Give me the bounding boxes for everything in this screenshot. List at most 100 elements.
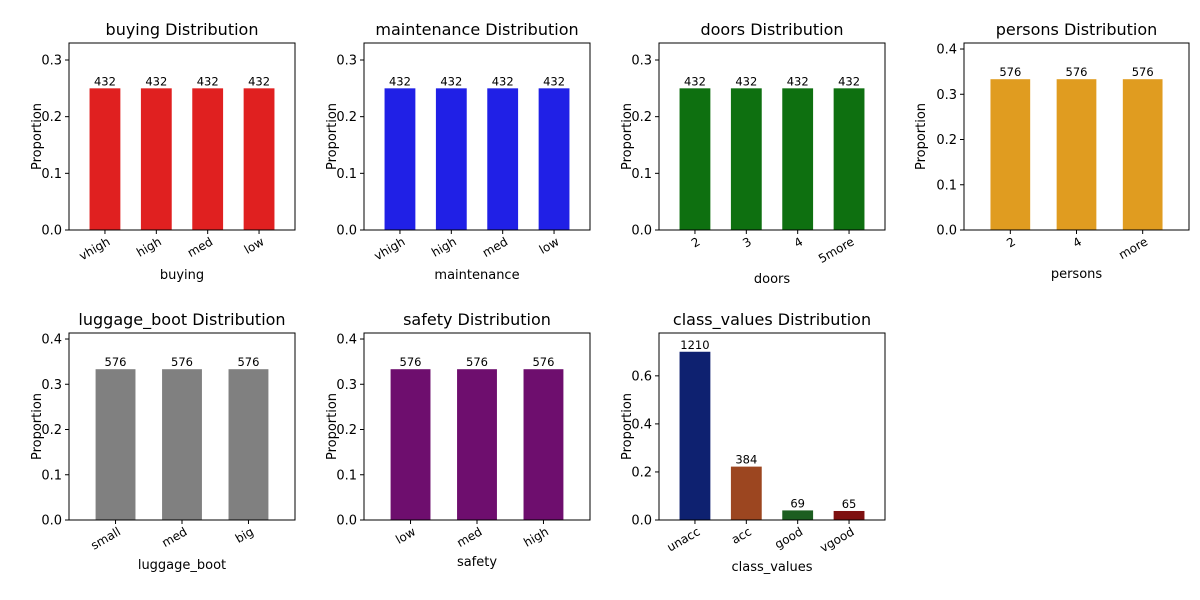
- bar-label-doors-2: 432: [684, 74, 706, 88]
- ytick-label-maintenance: 0.0: [336, 224, 357, 239]
- axes-frame-buying: [68, 42, 296, 231]
- bar-persons-4: [1056, 79, 1097, 230]
- bar-doors-4: [782, 88, 814, 230]
- xtick-label-persons-2: 2: [1004, 234, 1018, 250]
- ytick-label-doors: 0.0: [631, 224, 652, 239]
- bar-safety-med: [457, 369, 497, 520]
- xtick-label-buying-low: low: [242, 234, 267, 256]
- bar-label-class-values-unacc: 1210: [680, 338, 709, 352]
- bar-maintenance-med: [487, 88, 519, 230]
- bar-label-safety-low: 576: [400, 355, 422, 369]
- ytick-label-safety: 0.2: [336, 423, 357, 438]
- x-axis-label-safety: safety: [457, 555, 497, 570]
- bar-maintenance-high: [435, 88, 467, 230]
- xtick-label-luggage-boot-small: small: [88, 524, 123, 552]
- subplot-safety: 0.0 0.1 0.2 0.3 0.4 low med high 576 576 576 safety…: [325, 310, 591, 570]
- ytick-label-doors: 0.3: [631, 54, 652, 69]
- bar-label-doors-4: 432: [787, 74, 809, 88]
- subplot-class-values: 0.0 0.2 0.4 0.6 unacc acc good vgood 1210 384 69 65…: [620, 310, 886, 575]
- subplot-maintenance: 0.0 0.1 0.2 0.3 vhigh high med low 432 432 432 432 m…: [325, 20, 591, 283]
- bar-label-buying-high: 432: [145, 74, 167, 88]
- bar-label-class-values-vgood: 65: [842, 497, 857, 511]
- xtick-label-class-values-vgood: vgood: [817, 524, 856, 555]
- ytick-label-buying: 0.2: [41, 110, 62, 125]
- ytick-label-persons: 0.3: [936, 88, 957, 103]
- bar-doors-2: [679, 88, 711, 230]
- y-axis-label-maintenance: Proportion: [325, 103, 340, 170]
- x-axis-label-persons: persons: [1051, 267, 1103, 282]
- ytick-label-maintenance: 0.1: [336, 167, 357, 182]
- bar-buying-high: [140, 88, 172, 230]
- xtick-label-safety-low: low: [393, 524, 418, 546]
- xtick-label-doors-5more: 5more: [816, 234, 857, 265]
- bar-label-maintenance-high: 432: [440, 74, 462, 88]
- ytick-label-luggage-boot: 0.4: [41, 333, 62, 348]
- bar-luggage-boot-big: [228, 369, 269, 520]
- xtick-label-luggage-boot-med: med: [159, 524, 189, 549]
- ytick-label-class-values: 0.0: [631, 514, 652, 529]
- xtick-label-maintenance-high: high: [429, 234, 459, 259]
- xtick-label-persons-4: 4: [1070, 234, 1084, 250]
- subplot-buying: 0.0 0.1 0.2 0.3 vhigh high med low 432 432 432 432 b…: [30, 20, 296, 283]
- bar-doors-3: [730, 88, 762, 230]
- subplot-persons: 0.0 0.1 0.2 0.3 0.4 2 4 more 576 576 576 persons Di…: [914, 20, 1190, 282]
- ytick-label-doors: 0.2: [631, 110, 652, 125]
- ytick-label-buying: 0.3: [41, 54, 62, 69]
- ytick-label-luggage-boot: 0.2: [41, 423, 62, 438]
- subplot-doors: 0.0 0.1 0.2 0.3 2 3 4 5more 432 432 432 432 doors Di…: [620, 20, 886, 287]
- xtick-label-doors-4: 4: [792, 234, 806, 250]
- ytick-label-maintenance: 0.2: [336, 110, 357, 125]
- bar-class-values-vgood: [833, 510, 865, 520]
- ytick-label-safety: 0.4: [336, 333, 357, 348]
- bar-label-safety-high: 576: [532, 355, 554, 369]
- y-axis-label-persons: Proportion: [914, 103, 929, 170]
- ytick-label-persons: 0.2: [936, 133, 957, 148]
- chart-title-safety: safety Distribution: [403, 310, 551, 329]
- bar-persons-2: [990, 79, 1031, 230]
- bar-class-values-good: [782, 510, 814, 520]
- y-axis-label-doors: Proportion: [620, 103, 635, 170]
- x-axis-label-buying: buying: [160, 268, 204, 283]
- bar-label-maintenance-low: 432: [543, 74, 565, 88]
- ytick-label-safety: 0.3: [336, 378, 357, 393]
- bar-label-class-values-acc: 384: [735, 453, 757, 467]
- ytick-label-class-values: 0.2: [631, 465, 652, 480]
- bar-label-persons-4: 576: [1066, 65, 1088, 79]
- ytick-label-buying: 0.1: [41, 167, 62, 182]
- ytick-label-persons: 0.1: [936, 178, 957, 193]
- xtick-label-doors-3: 3: [740, 234, 754, 250]
- bar-label-doors-5more: 432: [838, 74, 860, 88]
- bar-label-luggage-boot-big: 576: [237, 355, 259, 369]
- axes-frame-doors: [658, 42, 886, 231]
- xtick-label-class-values-acc: acc: [729, 524, 754, 546]
- chart-title-buying: buying Distribution: [106, 20, 259, 39]
- bar-buying-low: [243, 88, 275, 230]
- bar-label-persons-2: 576: [999, 65, 1021, 79]
- xtick-label-safety-high: high: [521, 524, 551, 549]
- bar-label-buying-vhigh: 432: [94, 74, 116, 88]
- bar-buying-vhigh: [89, 88, 121, 230]
- bar-label-doors-3: 432: [735, 74, 757, 88]
- bar-maintenance-low: [538, 88, 570, 230]
- xtick-label-maintenance-low: low: [537, 234, 562, 256]
- chart-title-luggage-boot: luggage_boot Distribution: [78, 310, 285, 330]
- ytick-label-safety: 0.0: [336, 514, 357, 529]
- ytick-label-persons: 0.0: [936, 224, 957, 239]
- y-axis-label-luggage-boot: Proportion: [30, 393, 45, 460]
- bar-doors-5more: [833, 88, 865, 230]
- xtick-label-maintenance-vhigh: vhigh: [372, 234, 408, 263]
- chart-title-maintenance: maintenance Distribution: [375, 20, 578, 39]
- bar-label-luggage-boot-small: 576: [105, 355, 127, 369]
- bar-label-buying-med: 432: [197, 74, 219, 88]
- bar-label-luggage-boot-med: 576: [171, 355, 193, 369]
- xtick-label-maintenance-med: med: [480, 234, 510, 259]
- x-axis-label-doors: doors: [754, 272, 791, 287]
- ytick-label-luggage-boot: 0.3: [41, 378, 62, 393]
- y-axis-label-buying: Proportion: [30, 103, 45, 170]
- xtick-label-class-values-good: good: [772, 524, 805, 551]
- bar-label-buying-low: 432: [248, 74, 270, 88]
- ytick-label-persons: 0.4: [936, 43, 957, 58]
- ytick-label-doors: 0.1: [631, 167, 652, 182]
- axes-frame-class-values: [658, 332, 886, 521]
